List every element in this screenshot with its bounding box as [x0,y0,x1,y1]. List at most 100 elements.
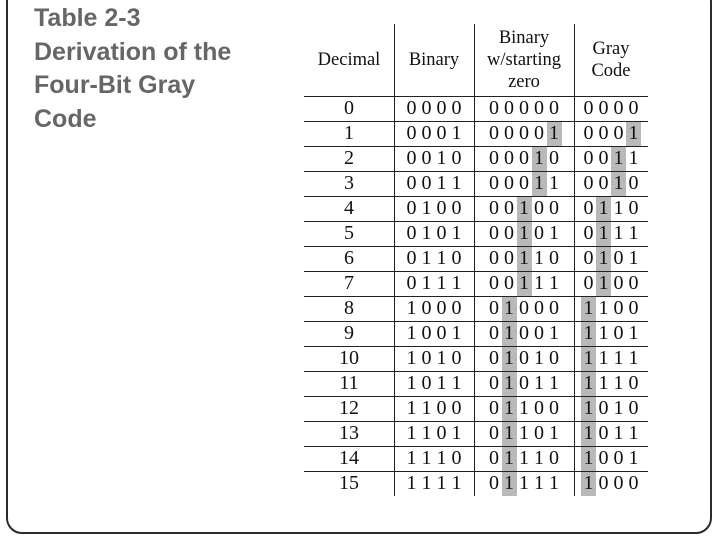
bit: 1 [628,222,639,244]
header-cell: Gray Code [574,24,648,96]
bit: 0 [451,447,462,469]
bit: 0 [519,322,529,344]
decimal-cell: 13 [339,422,359,444]
bit: 0 [549,247,559,269]
header-text: Gray [592,39,630,59]
decimal-cell: 2 [344,147,354,169]
bit: 1 [504,472,514,494]
bit: 1 [534,447,544,469]
bit: 1 [421,222,432,244]
bit: 1 [451,122,462,144]
bit: 1 [583,347,594,369]
bit: 0 [583,172,594,194]
bit: 0 [406,147,417,169]
bit: 0 [489,147,499,169]
bit: 1 [451,322,462,344]
cell-shade [581,421,596,446]
bit: 1 [421,247,432,269]
bit: 0 [534,197,544,219]
bit: 0 [628,197,639,219]
column-divider [574,24,575,496]
row-divider [304,371,648,372]
bit: 1 [613,147,624,169]
header-text: Code [591,61,631,81]
bit: 0 [421,347,432,369]
bit: 1 [534,147,544,169]
bit: 1 [436,172,447,194]
cell-shade [581,446,596,471]
bit: 0 [421,122,432,144]
bit: 0 [613,297,624,319]
cell-shade [626,121,641,146]
bit: 1 [504,422,514,444]
cell-shade [501,321,517,346]
bit: 0 [628,472,639,494]
cell-shade [611,146,626,171]
bit: 1 [406,347,417,369]
bit: 0 [598,422,609,444]
bit: 0 [628,272,639,294]
bit: 0 [598,97,609,119]
header-text: Binary [498,28,550,48]
bit: 1 [406,372,417,394]
bit: 1 [519,422,529,444]
bit: 0 [628,397,639,419]
bit: 1 [598,347,609,369]
bit: 0 [489,222,499,244]
decimal-cell: 6 [344,247,354,269]
bit: 0 [406,247,417,269]
bit: 0 [451,97,462,119]
bit: 1 [421,472,432,494]
bit: 1 [406,322,417,344]
decimal-cell: 8 [344,297,354,319]
bit: 0 [519,172,529,194]
bit: 1 [583,297,594,319]
bit: 0 [583,222,594,244]
cell-shade [516,196,532,221]
bit: 1 [519,272,529,294]
decimal-cell: 5 [344,222,354,244]
bit: 0 [519,297,529,319]
bit: 0 [598,472,609,494]
bit: 0 [628,372,639,394]
bit: 1 [504,297,514,319]
bit: 0 [583,272,594,294]
cell-shade [501,296,517,321]
bit: 0 [549,297,559,319]
cell-shade [531,146,547,171]
bit: 0 [504,122,514,144]
row-divider [304,146,648,147]
bit: 0 [489,197,499,219]
column-divider [474,24,475,496]
bit: 0 [519,147,529,169]
bit: 1 [613,372,624,394]
bit: 0 [549,397,559,419]
bit: 1 [504,372,514,394]
bit: 0 [613,272,624,294]
bit: 0 [489,422,499,444]
bit: 0 [519,122,529,144]
bit: 0 [534,297,544,319]
bit: 0 [489,472,499,494]
bit: 0 [504,222,514,244]
bit: 1 [421,397,432,419]
bit: 0 [436,222,447,244]
decimal-cell: 9 [344,322,354,344]
bit: 1 [436,272,447,294]
